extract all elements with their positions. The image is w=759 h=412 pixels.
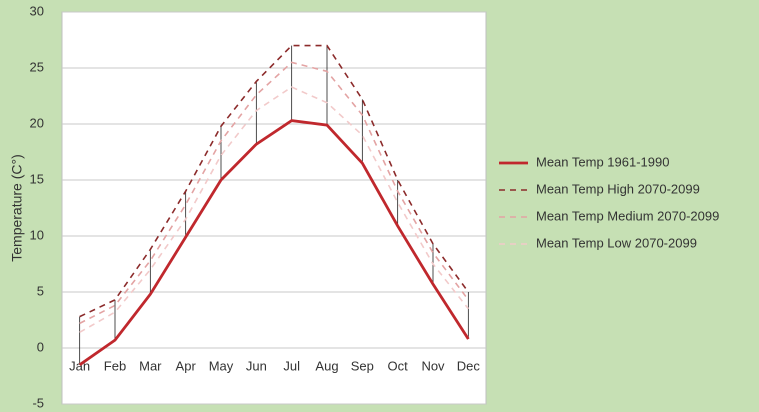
x-tick-label: Apr — [176, 358, 197, 373]
y-axis-label: Temperature (C°) — [9, 154, 25, 262]
y-tick-label: -5 — [32, 395, 44, 410]
x-tick-label: Dec — [457, 358, 481, 373]
x-tick-label: Oct — [388, 358, 409, 373]
y-tick-label: 30 — [30, 3, 44, 18]
x-tick-label: Jun — [246, 358, 267, 373]
series-line — [78, 119, 470, 366]
x-tick-label: Mar — [139, 358, 162, 373]
x-tick-label: May — [209, 358, 234, 373]
x-tick-label: Feb — [104, 358, 126, 373]
x-tick-label: Nov — [421, 358, 445, 373]
series-line — [79, 86, 469, 334]
y-tick-label: 20 — [30, 115, 44, 130]
plot-area — [61, 11, 487, 405]
series-line — [79, 61, 469, 325]
y-tick-label: 15 — [30, 171, 44, 186]
x-tick-label: Sep — [351, 358, 374, 373]
series-line — [79, 44, 469, 318]
legend-label: Mean Temp High 2070-2099 — [536, 181, 700, 196]
legend-label: Mean Temp 1961-1990 — [536, 154, 669, 169]
y-tick-label: 10 — [30, 227, 44, 242]
legend-label: Mean Temp Low 2070-2099 — [536, 235, 697, 250]
y-tick-label: 25 — [30, 59, 44, 74]
y-tick-label: 5 — [37, 283, 44, 298]
legend-label: Mean Temp Medium 2070-2099 — [536, 208, 719, 223]
y-tick-label: 0 — [37, 339, 44, 354]
x-tick-label: Jul — [283, 358, 300, 373]
x-tick-label: Aug — [315, 358, 338, 373]
